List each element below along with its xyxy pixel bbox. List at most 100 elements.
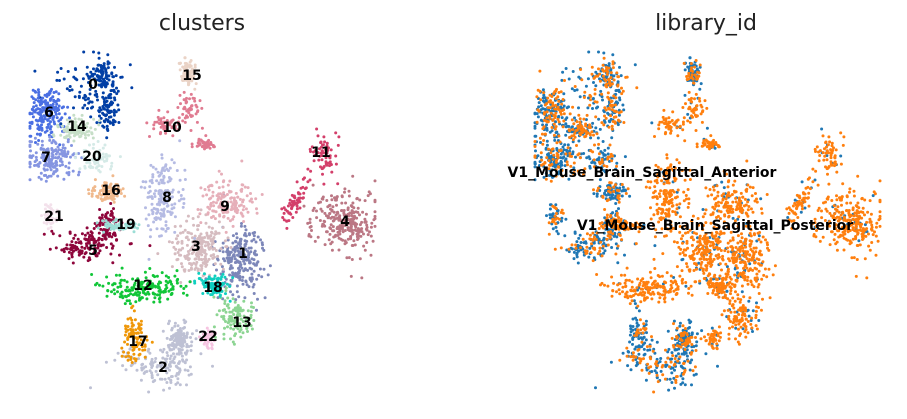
posterior-library-point bbox=[612, 78, 616, 82]
cluster-12-point bbox=[153, 296, 157, 300]
cluster-8-point bbox=[193, 237, 197, 240]
anterior-library-point bbox=[617, 207, 620, 211]
posterior-library-point bbox=[594, 115, 598, 119]
cluster-0-point bbox=[109, 110, 113, 114]
cluster-8-point bbox=[163, 189, 167, 193]
cluster-7-point bbox=[44, 161, 48, 165]
cluster-7-point bbox=[61, 143, 65, 147]
cluster-1-point bbox=[248, 276, 252, 280]
posterior-library-point bbox=[726, 246, 729, 250]
posterior-library-point bbox=[699, 337, 703, 341]
cluster-1-point bbox=[240, 279, 244, 282]
cluster-0-point bbox=[112, 113, 116, 117]
cluster-18-point bbox=[228, 284, 232, 288]
posterior-library-point bbox=[618, 358, 622, 362]
cluster-12-point bbox=[171, 286, 175, 290]
cluster-5-point bbox=[70, 251, 74, 255]
cluster-4-point bbox=[308, 217, 312, 221]
cluster-10-point bbox=[152, 123, 156, 127]
posterior-library-point bbox=[673, 362, 677, 366]
cluster-12-point bbox=[184, 284, 188, 288]
cluster-13-point bbox=[239, 335, 243, 339]
cluster-11-point bbox=[323, 140, 327, 144]
cluster-13-point bbox=[220, 315, 224, 319]
cluster-label-14: 14 bbox=[67, 119, 87, 135]
cluster-5-point bbox=[50, 229, 54, 233]
cluster-2-point bbox=[178, 341, 182, 345]
cluster-6-point bbox=[33, 89, 37, 93]
cluster-0-point bbox=[58, 79, 61, 82]
cluster-13-point bbox=[244, 322, 248, 326]
cluster-14-point bbox=[72, 134, 76, 138]
posterior-library-point bbox=[738, 250, 742, 253]
posterior-library-point bbox=[681, 324, 685, 328]
anterior-library-point bbox=[621, 185, 625, 189]
cluster-13-point bbox=[227, 306, 231, 310]
cluster-11-point bbox=[319, 165, 322, 169]
anterior-library-point bbox=[610, 136, 614, 140]
cluster-18-point bbox=[193, 281, 197, 285]
cluster-1-point bbox=[239, 237, 242, 241]
cluster-3-point bbox=[215, 231, 219, 235]
cluster-7-point bbox=[29, 149, 32, 153]
posterior-library-point bbox=[765, 275, 769, 279]
cluster-11-point bbox=[285, 219, 289, 223]
cluster-4-point bbox=[362, 244, 366, 248]
cluster-14-point bbox=[79, 118, 83, 122]
cluster-0-point bbox=[83, 103, 87, 107]
cluster-5-point bbox=[70, 240, 74, 244]
cluster-17-point bbox=[126, 328, 130, 332]
cluster-6-point bbox=[36, 99, 40, 103]
anterior-library-point bbox=[686, 112, 690, 116]
cluster-15-point bbox=[183, 61, 187, 65]
cluster-1-point bbox=[229, 290, 232, 294]
cluster-9-point bbox=[203, 188, 207, 191]
cluster-1-point bbox=[252, 238, 256, 241]
cluster-1-point bbox=[250, 239, 254, 243]
cluster-6-point bbox=[49, 111, 53, 115]
cluster-5-point bbox=[91, 252, 95, 256]
cluster-17-point bbox=[123, 333, 127, 337]
posterior-library-point bbox=[672, 322, 675, 326]
cluster-5-point bbox=[129, 242, 133, 246]
cluster-label-16: 16 bbox=[101, 183, 120, 199]
cluster-13-point bbox=[232, 322, 236, 326]
cluster-10-point bbox=[165, 119, 169, 122]
cluster-10-point bbox=[166, 110, 170, 114]
cluster-17-point bbox=[126, 358, 130, 362]
cluster-6-point bbox=[43, 93, 47, 97]
cluster-10-point bbox=[157, 108, 161, 112]
cluster-1-point bbox=[252, 234, 256, 238]
anterior-library-point bbox=[713, 146, 717, 150]
cluster-2-point bbox=[168, 357, 172, 361]
cluster-9-point bbox=[214, 210, 218, 214]
cluster-5-point bbox=[74, 246, 78, 250]
cluster-5-point bbox=[86, 246, 90, 250]
cluster-11-point bbox=[284, 208, 288, 212]
cluster-2-point bbox=[121, 364, 125, 368]
cluster-0-point bbox=[87, 81, 90, 84]
cluster-2-point bbox=[189, 344, 193, 348]
cluster-11-point bbox=[297, 192, 301, 196]
cluster-3-point bbox=[176, 251, 180, 254]
posterior-library-point bbox=[742, 295, 746, 299]
cluster-4-point bbox=[355, 216, 359, 220]
cluster-7-point bbox=[42, 159, 46, 163]
cluster-11-point bbox=[325, 151, 329, 155]
cluster-10-point bbox=[198, 99, 202, 103]
cluster-5-point bbox=[68, 231, 72, 235]
cluster-8-point bbox=[169, 196, 173, 200]
cluster-3-point bbox=[209, 254, 213, 258]
cluster-10-point bbox=[173, 126, 177, 130]
posterior-library-point bbox=[758, 249, 762, 253]
anterior-library-point bbox=[681, 377, 685, 381]
cluster-6-point bbox=[29, 134, 33, 138]
cluster-20-point bbox=[118, 155, 122, 159]
cluster-12-point bbox=[119, 284, 123, 288]
cluster-10-point bbox=[176, 122, 180, 126]
cluster-13-point bbox=[215, 313, 219, 317]
cluster-2-point bbox=[159, 348, 162, 352]
cluster-3-point bbox=[193, 257, 197, 261]
cluster-15-point bbox=[182, 71, 186, 75]
cluster-4-point bbox=[302, 204, 306, 208]
